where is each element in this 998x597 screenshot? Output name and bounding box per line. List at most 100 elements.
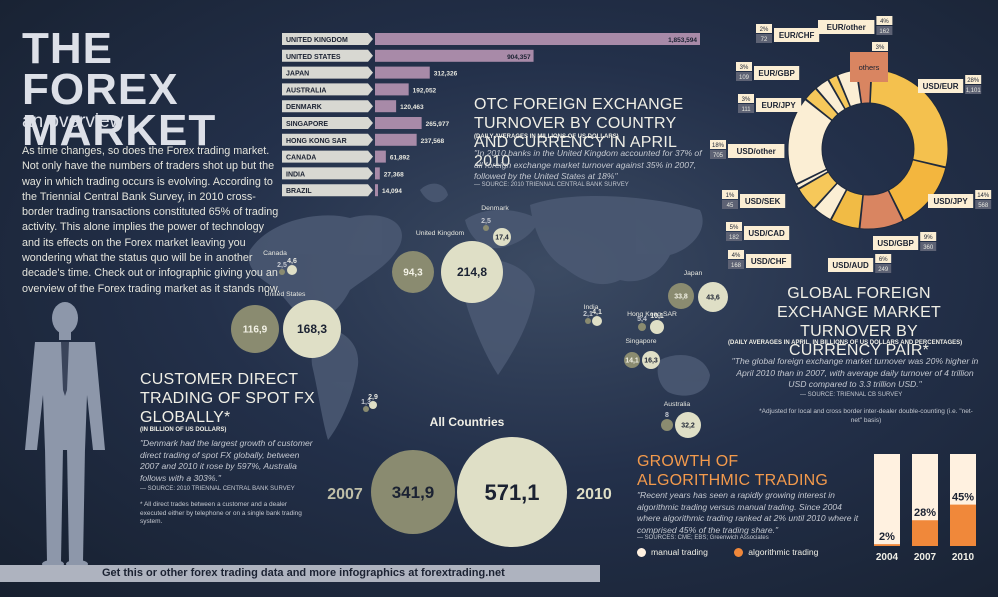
callout-pct: 18% — [712, 143, 725, 149]
all-countries-bubbles: All Countries 341,9 571,1 2007 2010 — [327, 415, 612, 547]
bubble-2007 — [638, 323, 646, 331]
callout-label: EUR/CHF — [779, 31, 815, 40]
callout-pct: 3% — [740, 65, 749, 71]
algo-year-year-2010: 2010 — [952, 552, 975, 563]
algo-bar-year-2004 — [874, 544, 900, 546]
slice-usd-sek — [795, 168, 829, 190]
bubble-2007-value: 1,3 — [361, 399, 371, 406]
country-label-bg — [282, 33, 373, 45]
customer-unit: (IN BILLION OF US DOLLARS) — [140, 427, 227, 433]
algo-bar-year-2010 — [950, 504, 976, 546]
bubble-2007 — [661, 419, 673, 431]
pairs-note: *Adjusted for local and cross border int… — [759, 408, 973, 424]
bubble-group-japan: 33,8 43,6 Japan — [668, 270, 728, 312]
callout-value-box — [728, 260, 744, 269]
slice-callout-usd-eur: USD/EUR 28% 1,101 — [918, 75, 981, 94]
country-label-singapore: SINGAPORE — [286, 121, 328, 128]
country-label-hong-kong-sar: HONG KONG SAR — [286, 138, 347, 145]
callout-label-box — [774, 28, 820, 42]
bubble-2010 — [287, 265, 297, 275]
bubble-country-label: Denmark — [481, 205, 509, 212]
page-subtitle: an overview — [22, 111, 124, 132]
bubble-2007-value: 94,3 — [403, 267, 423, 278]
callout-pct-box — [872, 42, 888, 51]
callout-value: 705 — [713, 153, 724, 159]
bar-united-states — [375, 49, 534, 62]
callout-label: others — [859, 63, 880, 72]
footer-text[interactable]: Get this or other forex trading data and… — [102, 567, 505, 579]
callout-pct: 28% — [967, 78, 980, 84]
callout-pct: 1% — [726, 193, 735, 199]
callout-pct-box — [726, 222, 742, 231]
world-map-icon — [248, 183, 710, 440]
bubble-group-denmark: 2,5 17,4 Denmark — [481, 205, 511, 246]
algo-bar-year-2007 — [912, 520, 938, 546]
callout-label-box — [728, 144, 785, 158]
callout-value-box — [738, 104, 754, 113]
callout-value: 182 — [729, 235, 740, 241]
slice-usd-cad — [798, 171, 838, 209]
legend-manual: manual trading — [637, 547, 708, 558]
customer-source: — SOURCE: 2010 TRIENNAL CENTRAL BANK SUR… — [140, 486, 295, 492]
callout-value: 72 — [761, 37, 768, 43]
bubble-2010-value: 214,8 — [457, 265, 487, 279]
customer-note: * All direct trades between a customer a… — [140, 501, 302, 526]
country-label-australia: AUSTRALIA — [286, 87, 326, 94]
bar-denmark — [375, 100, 397, 113]
bubble-2010 — [592, 316, 602, 326]
bubble-group-united-states: 116,9 168,3 United States — [231, 291, 341, 358]
callout-pct-box — [728, 250, 744, 259]
slice-eur-jpy — [805, 87, 839, 121]
slice-callout-usd-gbp: USD/GBP 9% 360 — [873, 232, 937, 251]
callout-value: 168 — [731, 263, 742, 269]
country-label-bg — [282, 100, 373, 113]
callout-pct: 4% — [732, 253, 741, 259]
bar-value-singapore: 265,977 — [426, 121, 450, 128]
bubble-country-label: United States — [265, 291, 306, 298]
pairs-unit: (DAILY AVERAGES IN APRIL, IN BILLIONS OF… — [728, 340, 963, 346]
bubble-2007-value: 33,8 — [674, 293, 688, 300]
bar-united-kingdom — [375, 33, 700, 45]
country-label-bg — [282, 133, 373, 146]
bubble-2010 — [650, 320, 664, 334]
bar-australia — [375, 83, 409, 96]
callout-box — [850, 52, 888, 82]
callout-value: 162 — [879, 29, 890, 35]
callout-value-box — [920, 242, 937, 251]
callout-value-box — [710, 150, 726, 159]
bubble-2010 — [493, 228, 511, 246]
callout-value: 109 — [739, 75, 750, 81]
country-label-united-kingdom: UNITED KINGDOM — [286, 37, 348, 44]
callout-label: EUR/other — [827, 23, 866, 32]
callout-value-box — [736, 72, 752, 81]
callout-value-box — [965, 85, 982, 94]
callout-value-box — [756, 34, 772, 43]
footer-bar: Get this or other forex trading data and… — [0, 565, 600, 582]
callout-pct-box — [736, 62, 752, 71]
otc-unit: (DAILY AVERAGES IN MILLIONS OF US DOLLAR… — [474, 134, 619, 140]
callout-pct-box — [756, 24, 772, 33]
country-label-bg — [282, 117, 373, 129]
callout-pct: 14% — [977, 193, 990, 199]
bubble-2007-value: 8 — [665, 412, 669, 419]
callout-label: USD/EUR — [923, 82, 959, 91]
bubble-2007 — [585, 318, 591, 324]
bubble-2007 — [279, 269, 285, 275]
bar-singapore — [375, 117, 422, 129]
callout-label: USD/SEK — [745, 197, 781, 206]
year-2007-label: 2007 — [327, 486, 363, 503]
bubble-2010-value: 43,6 — [706, 294, 720, 301]
callout-pct-box — [920, 232, 937, 241]
legend-manual-swatch — [637, 548, 646, 558]
callout-pct: 2% — [760, 27, 769, 33]
callout-label-box — [818, 20, 875, 34]
country-label-bg — [282, 49, 373, 62]
bar-value-united-kingdom: 1,853,594 — [668, 37, 697, 44]
bar-india — [375, 167, 380, 180]
callout-pct: 9% — [924, 235, 933, 241]
legend-algo-label: algorithmic trading — [748, 547, 819, 557]
algo-legend: manual trading algorithmic trading — [637, 547, 819, 558]
slice-callout-others: others 3% — [850, 42, 888, 82]
